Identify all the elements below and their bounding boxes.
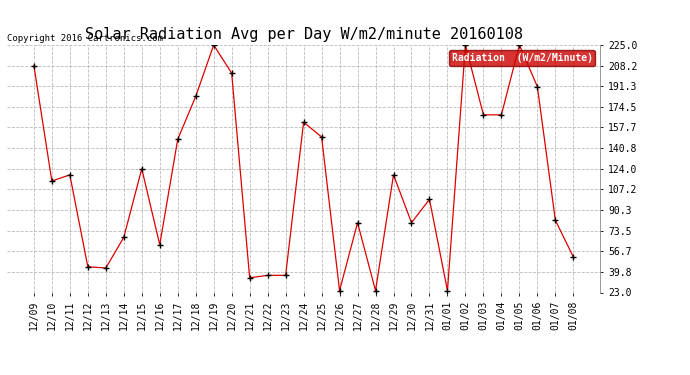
- Title: Solar Radiation Avg per Day W/m2/minute 20160108: Solar Radiation Avg per Day W/m2/minute …: [85, 27, 522, 42]
- Text: Copyright 2016 Cartronics.com: Copyright 2016 Cartronics.com: [7, 33, 163, 42]
- Legend: Radiation  (W/m2/Minute): Radiation (W/m2/Minute): [448, 50, 595, 66]
